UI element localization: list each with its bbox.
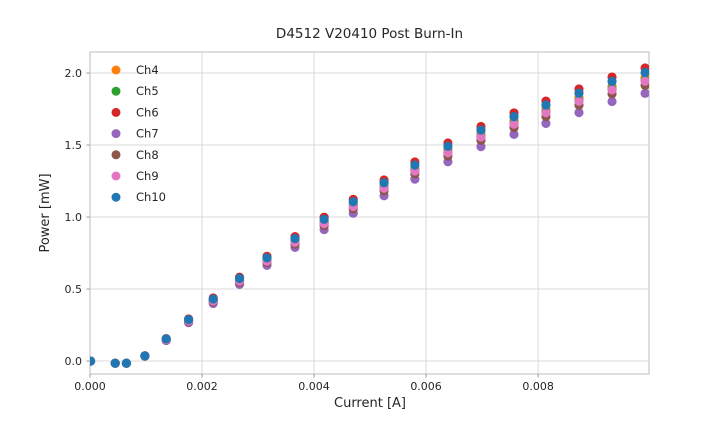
legend-marker-ch8	[111, 150, 121, 160]
series-ch6-points	[90, 63, 649, 368]
data-point	[208, 294, 218, 304]
legend-label: Ch5	[136, 84, 159, 98]
legend-item-ch4: Ch4	[111, 63, 159, 77]
legend-marker-ch5	[111, 86, 121, 96]
data-point	[541, 118, 551, 129]
legend-marker-ch4	[111, 65, 121, 75]
data-point	[348, 197, 358, 207]
x-tick-label: 0.000	[74, 380, 106, 393]
y-tick-label: 0.0	[65, 355, 83, 368]
data-point	[410, 160, 420, 170]
data-point	[509, 129, 519, 139]
data-point	[640, 67, 649, 78]
data-point	[90, 356, 96, 366]
x-tick-labels: 0.000 0.002 0.004 0.006 0.008	[74, 380, 554, 393]
data-point	[379, 178, 389, 188]
data-point	[476, 132, 486, 142]
data-point	[607, 85, 617, 95]
data-point	[290, 234, 300, 244]
data-point	[574, 88, 584, 98]
series-ch8-points	[90, 80, 649, 368]
series-ch9-points	[90, 76, 649, 368]
legend-label: Ch7	[136, 127, 159, 141]
data-point	[509, 112, 519, 122]
data-point	[509, 119, 519, 129]
x-axis-label: Current [A]	[334, 396, 406, 411]
data-point	[640, 76, 649, 86]
y-tick-label: 2.0	[65, 67, 83, 80]
y-tick-labels: 0.0 0.5 1.0 1.5 2.0	[65, 67, 83, 368]
legend-label: Ch6	[136, 105, 159, 119]
series-ch4-points	[90, 72, 649, 368]
y-axis-label: Power [mW]	[38, 173, 53, 252]
plot-border	[89, 51, 650, 375]
legend-item-ch5: Ch5	[111, 84, 159, 98]
legend-marker-ch7	[111, 129, 121, 139]
legend-item-ch6: Ch6	[111, 105, 159, 119]
y-tick-label: 1.0	[65, 211, 83, 224]
legend-item-ch7: Ch7	[111, 127, 159, 141]
data-point	[140, 351, 150, 361]
data-point	[541, 100, 551, 110]
data-point	[541, 108, 551, 118]
series-ch7-points	[90, 88, 649, 368]
data-point	[443, 148, 453, 158]
data-point	[262, 253, 272, 263]
legend: Ch4 Ch5 Ch6 Ch7 Ch8 Ch9 Ch10	[111, 63, 166, 204]
data-point	[161, 334, 171, 344]
tick-marks	[86, 72, 539, 378]
legend-label: Ch10	[136, 190, 166, 204]
series-ch10-points	[90, 67, 649, 368]
legend-item-ch8: Ch8	[111, 148, 159, 162]
x-tick-label: 0.008	[522, 380, 554, 393]
data-point	[110, 358, 120, 368]
data-point	[574, 96, 584, 106]
data-point	[607, 76, 617, 86]
legend-label: Ch4	[136, 63, 159, 77]
grid-lines	[89, 52, 649, 374]
x-tick-label: 0.006	[410, 380, 442, 393]
legend-label: Ch9	[136, 169, 159, 183]
data-point	[121, 358, 132, 368]
data-point	[319, 214, 329, 224]
data-point	[234, 273, 245, 284]
legend-marker-ch6	[111, 107, 121, 117]
data-point	[183, 314, 194, 325]
series-ch5-points	[90, 75, 649, 368]
legend-marker-ch9	[111, 171, 121, 181]
legend-item-ch9: Ch9	[111, 169, 159, 183]
data-points	[90, 63, 649, 368]
chart-title: D4512 V20410 Post Burn-In	[276, 26, 463, 42]
y-tick-label: 0.5	[65, 283, 83, 296]
legend-label: Ch8	[136, 148, 159, 162]
legend-marker-ch10	[111, 192, 121, 202]
data-point	[640, 88, 649, 98]
data-point	[607, 96, 617, 107]
data-point	[443, 141, 453, 151]
x-tick-label: 0.002	[186, 380, 218, 393]
y-tick-label: 1.5	[65, 139, 83, 152]
data-point	[574, 107, 584, 118]
chart-generated-content: 0.000 0.002 0.004 0.006 0.008 0.0 0.5 1.0 1.5 2.0…	[65, 51, 650, 393]
x-tick-label: 0.004	[298, 380, 330, 393]
data-point	[476, 125, 486, 135]
legend-item-ch10: Ch10	[111, 190, 166, 204]
